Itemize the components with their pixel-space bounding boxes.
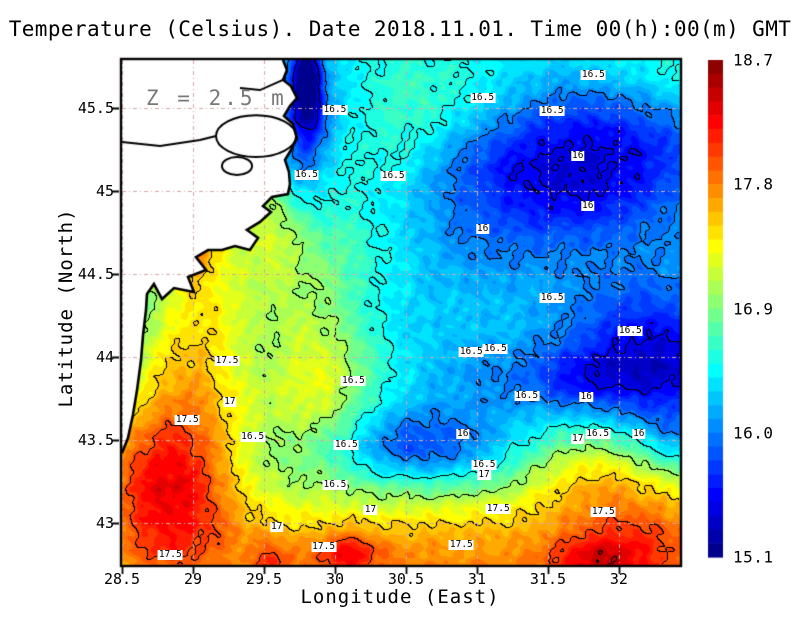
contour-label: 17.5	[485, 502, 511, 514]
y-tick-label: 43.5	[77, 431, 114, 450]
x-tick-label: 30.5	[387, 570, 425, 588]
contour-label: 16	[456, 427, 470, 439]
x-axis-label: Longitude (East)	[300, 586, 500, 608]
contour-label: 16.5	[580, 68, 606, 80]
y-tick-label: 43	[95, 514, 114, 533]
contour-label: 17	[571, 432, 585, 444]
contour-label: 16.5	[470, 92, 496, 104]
colorbar-tick-label: 18.7	[733, 50, 774, 70]
x-tick-label: 30	[325, 570, 344, 588]
y-tick-label: 44.5	[77, 265, 114, 284]
contour-label: 16.5	[539, 291, 565, 303]
contour-label: 16.5	[380, 170, 406, 182]
contour-label: 16.5	[617, 324, 643, 336]
contour-label: 17.5	[214, 354, 240, 366]
y-tick-label: 45	[95, 182, 114, 201]
contour-label: 16	[632, 427, 646, 439]
contour-label: 17	[223, 396, 237, 408]
contour-label: 17.5	[448, 539, 474, 551]
contour-label: 16.5	[240, 431, 266, 443]
y-axis-label: Latitude (North)	[55, 208, 77, 408]
depth-annotation: Z = 2.5 m	[146, 86, 287, 110]
y-tick-label: 44	[95, 348, 114, 367]
plot-title: Temperature (Celsius). Date 2018.11.01. …	[8, 17, 792, 41]
x-tick-label: 29	[183, 570, 203, 588]
colorbar-tick-label: 15.1	[733, 547, 774, 567]
contour-label: 16.5	[514, 389, 540, 401]
contour-label: 16	[580, 200, 595, 212]
x-tick-label: 29.5	[245, 570, 283, 588]
contour-label: 16.5	[471, 459, 497, 471]
contour-label: 16.5	[340, 374, 366, 386]
colorbar-tick-label: 16.9	[733, 299, 774, 318]
contour-label: 17.5	[174, 414, 200, 426]
contour-label: 16.5	[539, 105, 565, 117]
contour-label: 16.5	[482, 343, 508, 355]
contour-label: 16.5	[294, 168, 320, 180]
contour-label: 17	[363, 504, 378, 516]
contour-label: 16.5	[322, 479, 348, 491]
colorbar-tick-label: 17.8	[733, 174, 774, 194]
contour-label: 17.5	[157, 549, 183, 561]
contour-label: 17.5	[311, 540, 337, 552]
contour-label: 16	[475, 223, 490, 235]
x-tick-label: 28.5	[103, 570, 141, 588]
contour-label: 17.5	[590, 505, 616, 517]
x-tick-label: 32	[609, 570, 628, 588]
y-tick-label: 45.5	[77, 99, 114, 118]
contour-label: 16	[579, 391, 594, 403]
contour-label: 16	[571, 150, 585, 162]
contour-label: 16.5	[322, 103, 348, 115]
contour-label: 17	[477, 469, 491, 481]
contour-label: 16.5	[458, 346, 484, 358]
contour-label: 16.5	[333, 439, 359, 451]
contour-label: 17	[270, 520, 284, 532]
x-tick-label: 31	[467, 570, 486, 588]
colorbar-tick-label: 16.0	[733, 423, 774, 443]
contour-label: 16.5	[585, 427, 611, 439]
x-tick-label: 31.5	[529, 570, 567, 588]
